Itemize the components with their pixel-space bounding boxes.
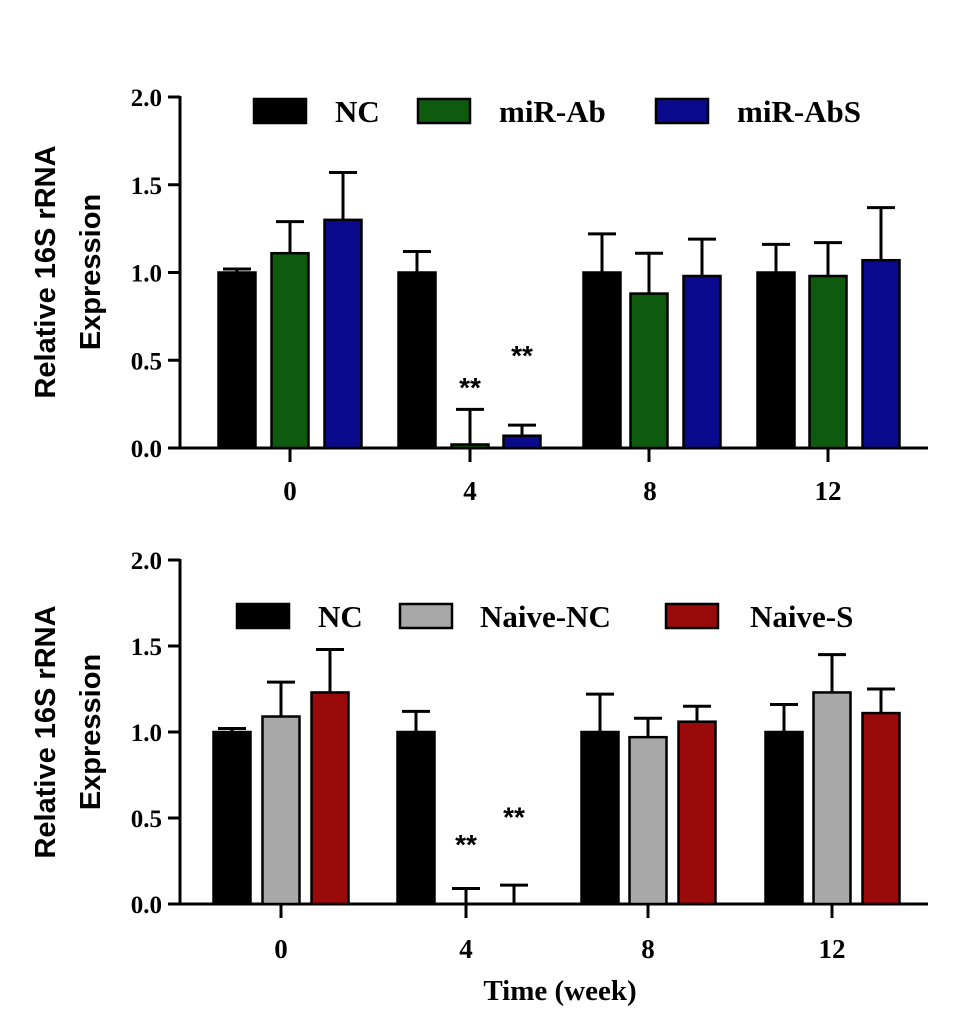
x-tick-label: 4 xyxy=(463,476,477,506)
y-tick-label: 0.0 xyxy=(131,892,162,919)
x-axis-title: Time (week) xyxy=(483,975,636,1007)
legend-label: miR-Ab xyxy=(499,94,606,129)
y-axis-title-line-2: Expression xyxy=(75,194,107,350)
bar-nc-0 xyxy=(212,730,252,906)
chart-panel-2: 0.0 0.5 1.0 1.5 2.0 Relative 16S rRNA Expressi… xyxy=(30,548,928,1007)
y-axis-title-line-1: Relative 16S rRNA xyxy=(30,145,62,398)
y-tick-label: 0.0 xyxy=(131,436,162,463)
bar-mir-ab-0 xyxy=(270,251,310,450)
y-axis-title-line-2: Expression xyxy=(75,654,107,810)
x-tick-label: 12 xyxy=(815,476,842,506)
bar-nc-8 xyxy=(582,271,622,450)
bar-naive-s-0 xyxy=(310,691,350,906)
y-axis-title-line-1: Relative 16S rRNA xyxy=(30,605,62,858)
bar-naive-s-12 xyxy=(861,711,901,906)
legend-label: miR-AbS xyxy=(737,94,861,129)
x-tick-label: 0 xyxy=(283,476,297,506)
bar-mir-ab-8 xyxy=(629,292,669,450)
bar-nc-4 xyxy=(396,730,436,906)
bar-naive-nc-0 xyxy=(261,715,301,906)
x-tick-label: 8 xyxy=(641,934,655,964)
chart-panel-1: 0.0 0.5 1.0 1.5 2.0 Relative 16S rRNA Expressi… xyxy=(30,85,928,506)
legend-swatch xyxy=(654,97,710,125)
x-tick-label: 0 xyxy=(274,934,288,964)
bar-nc-12 xyxy=(756,271,796,450)
legend-swatch xyxy=(398,602,454,630)
legend-swatch xyxy=(416,97,472,125)
significance-marker: ** xyxy=(511,340,533,371)
bar-mir-abs-8 xyxy=(682,274,722,450)
bar-naive-nc-8 xyxy=(628,735,668,906)
legend-swatch xyxy=(664,602,720,630)
y-tick-label: 1.0 xyxy=(131,261,162,288)
legend-swatch xyxy=(252,97,308,125)
y-tick-label: 2.0 xyxy=(131,85,162,112)
legend-label: NC xyxy=(318,599,363,634)
bar-naive-nc-12 xyxy=(812,691,852,906)
y-tick-label: 0.5 xyxy=(131,806,162,833)
y-tick-label: 1.5 xyxy=(131,634,162,661)
legend-label: Naive-S xyxy=(750,599,853,634)
bar-nc-4 xyxy=(397,271,437,450)
bar-mir-abs-12 xyxy=(861,258,901,450)
legend-swatch xyxy=(235,602,291,630)
bar-nc-0 xyxy=(217,271,257,450)
x-tick-label: 8 xyxy=(643,476,657,506)
legend-label: Naive-NC xyxy=(480,599,611,634)
bar-mir-ab-4 xyxy=(450,443,490,450)
bar-nc-8 xyxy=(580,730,620,906)
bar-mir-abs-0 xyxy=(323,218,363,450)
x-tick-label: 4 xyxy=(459,934,473,964)
bar-naive-s-8 xyxy=(677,720,717,906)
significance-marker: ** xyxy=(459,372,481,403)
bar-mir-abs-4 xyxy=(502,434,542,450)
y-tick-label: 0.5 xyxy=(131,348,162,375)
legend-label: NC xyxy=(335,94,380,129)
bar-mir-ab-12 xyxy=(808,274,848,450)
y-tick-label: 2.0 xyxy=(131,548,162,575)
x-tick-label: 12 xyxy=(819,934,846,964)
significance-marker: ** xyxy=(503,802,525,833)
y-tick-label: 1.0 xyxy=(131,720,162,747)
significance-marker: ** xyxy=(455,829,477,860)
bar-nc-12 xyxy=(764,730,804,906)
y-tick-label: 1.5 xyxy=(131,173,162,200)
